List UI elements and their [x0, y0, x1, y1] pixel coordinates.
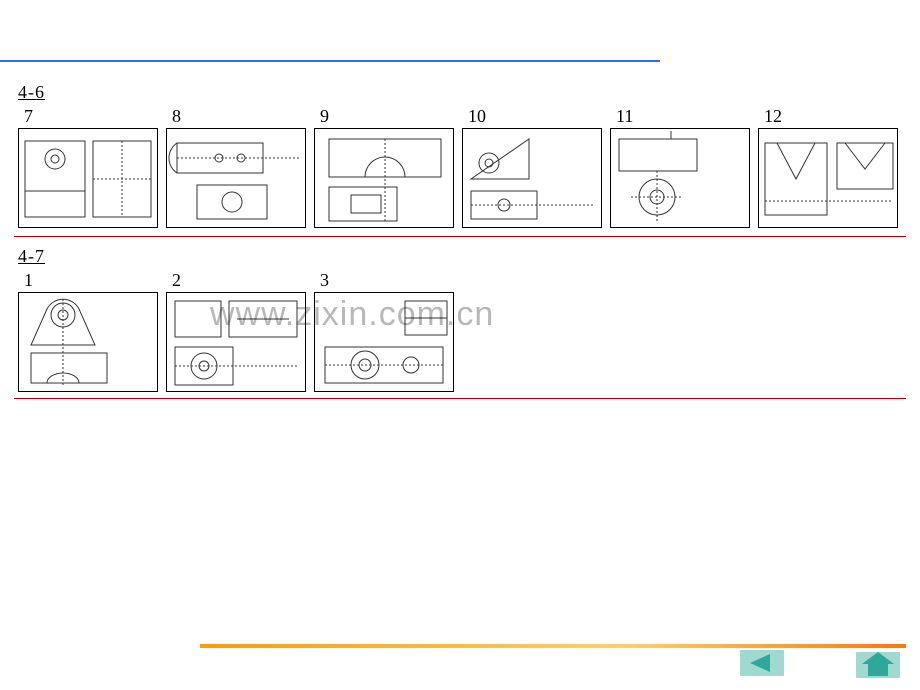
tile-number: 9 [320, 106, 329, 127]
divider-red-1 [14, 236, 906, 237]
r46-tile-9[interactable]: 9 [314, 128, 454, 228]
drawing-thumb [758, 128, 898, 228]
divider-red-2 [14, 398, 906, 399]
r46-tile-12[interactable]: 12 [758, 128, 898, 228]
tile-number: 8 [172, 106, 181, 127]
r46-tile-7[interactable]: 7 [18, 128, 158, 228]
slide: 4-6 789101112 4-7 123 www.zixin.com.cn [0, 0, 920, 690]
r46-tile-10[interactable]: 10 [462, 128, 602, 228]
tile-number: 10 [468, 106, 486, 127]
drawing-thumb [314, 128, 454, 228]
tile-number: 2 [172, 270, 181, 291]
drawing-thumb [314, 292, 454, 392]
row-4-6: 789101112 [18, 128, 898, 228]
tile-number: 1 [24, 270, 33, 291]
home-icon [856, 650, 900, 678]
r46-tile-8[interactable]: 8 [166, 128, 306, 228]
row-4-7: 123 [18, 292, 454, 392]
r47-tile-1[interactable]: 1 [18, 292, 158, 392]
top-accent-rule [0, 60, 660, 62]
drawing-thumb [18, 128, 158, 228]
section-label-4-7: 4-7 [18, 246, 45, 267]
drawing-thumb [166, 128, 306, 228]
r47-tile-3[interactable]: 3 [314, 292, 454, 392]
drawing-thumb [462, 128, 602, 228]
section-label-4-6: 4-6 [18, 82, 45, 103]
prev-icon [740, 650, 784, 676]
tile-number: 7 [24, 106, 33, 127]
r47-tile-2[interactable]: 2 [166, 292, 306, 392]
tile-number: 12 [764, 106, 782, 127]
drawing-thumb [166, 292, 306, 392]
tile-number: 11 [616, 106, 633, 127]
footer-rule [200, 644, 906, 648]
r46-tile-11[interactable]: 11 [610, 128, 750, 228]
nav-home-button[interactable] [856, 650, 900, 676]
tile-number: 3 [320, 270, 329, 291]
drawing-thumb [18, 292, 158, 392]
nav-prev-button[interactable] [740, 650, 784, 676]
drawing-thumb [610, 128, 750, 228]
